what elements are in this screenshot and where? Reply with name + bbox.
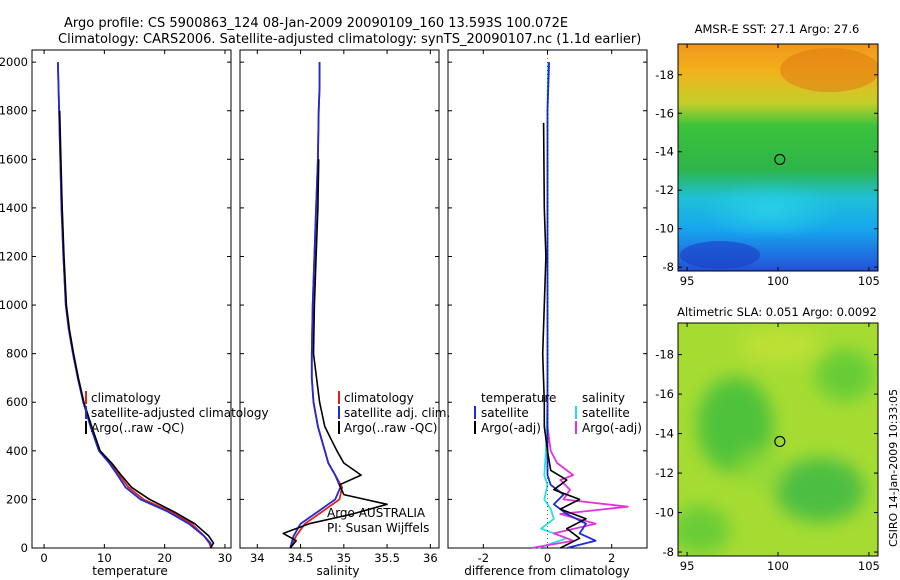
annotation-argo-australia: Argo AUSTRALIA bbox=[327, 506, 426, 520]
sla-map: 95 100 105 -8 -10 -12 -14 -16 -18 bbox=[655, 322, 880, 573]
y-tick-label: 1000 bbox=[0, 298, 28, 312]
y-tick-label: -16 bbox=[655, 387, 674, 401]
y-tick-label: -8 bbox=[663, 260, 674, 274]
y-tick-label: -16 bbox=[655, 106, 674, 120]
series-line-black bbox=[541, 122, 587, 549]
x-tick-label: 0 bbox=[544, 551, 551, 565]
sst-map-title: AMSR-E SST: 27.1 Argo: 27.6 bbox=[695, 22, 860, 36]
y-tick-label: -14 bbox=[655, 427, 674, 441]
y-tick-label: 800 bbox=[6, 347, 28, 361]
x-tick-label: 95 bbox=[680, 274, 695, 288]
y-tick-label: -18 bbox=[655, 348, 674, 362]
y-tick-label: 1400 bbox=[0, 201, 28, 215]
legend-entry-climatology: climatology bbox=[344, 391, 414, 405]
x-tick-label: 30 bbox=[218, 551, 233, 565]
y-tick-label: 600 bbox=[6, 395, 28, 409]
temperature-legend: climatology satellite-adjusted climatolo… bbox=[85, 391, 269, 435]
y-tick-label: 1800 bbox=[0, 104, 28, 118]
difference-axis-label: difference from climatology bbox=[464, 564, 630, 578]
series-line-blue bbox=[546, 62, 597, 549]
x-tick-label: 95 bbox=[680, 559, 695, 573]
sst-deep-cool-patch bbox=[680, 241, 760, 269]
x-tick-label: 100 bbox=[767, 559, 789, 573]
difference-panel: -2 0 2 bbox=[447, 49, 648, 565]
y-tick-label: 200 bbox=[6, 492, 28, 506]
legend-entry-temp-satellite: satellite bbox=[481, 406, 529, 420]
sst-warm-patch bbox=[780, 48, 878, 92]
side-timestamp-label: CSIRO 14-Jan-2009 10:33:05 bbox=[887, 389, 900, 547]
legend-entry-climatology: climatology bbox=[91, 391, 161, 405]
y-tick-label: -12 bbox=[655, 466, 674, 480]
legend-title-salinity: salinity bbox=[582, 391, 625, 405]
y-tick-label: -18 bbox=[655, 68, 674, 82]
temperature-axis-label: temperature bbox=[92, 564, 167, 578]
x-tick-label: 35 bbox=[337, 551, 352, 565]
sst-map: 95 100 105 -8 -10 -12 -14 -16 -18 bbox=[655, 43, 880, 288]
y-tick-label: 1200 bbox=[0, 249, 28, 263]
legend-entry-sal-argo: Argo(-adj) bbox=[582, 421, 642, 435]
y-tick-label: -10 bbox=[655, 506, 674, 520]
y-tick-label: 400 bbox=[6, 444, 28, 458]
argo-position-marker bbox=[774, 435, 786, 448]
y-tick-label: 2000 bbox=[0, 55, 28, 69]
series-line-black bbox=[282, 159, 388, 549]
y-tick-label: -10 bbox=[655, 222, 674, 236]
series-line-blue bbox=[289, 62, 342, 549]
x-tick-label: 0 bbox=[40, 551, 47, 565]
y-tick-label: 0 bbox=[21, 541, 28, 555]
header-line-2: Climatology: CARS2006. Satellite-adjuste… bbox=[58, 32, 641, 47]
x-tick-label: 20 bbox=[157, 551, 172, 565]
legend-entry-sal-satellite: satellite bbox=[582, 406, 630, 420]
sst-cool-patch bbox=[700, 180, 840, 240]
x-tick-label: 35.5 bbox=[374, 551, 400, 565]
x-tick-label: 36 bbox=[423, 551, 438, 565]
x-tick-label: 34 bbox=[250, 551, 265, 565]
legend-entry-satellite-adj: satellite adj. clim. bbox=[344, 406, 450, 420]
argo-position-marker bbox=[774, 153, 786, 165]
y-tick-label: 1600 bbox=[0, 152, 28, 166]
header-line-1: Argo profile: CS 5900863_124 08-Jan-2009… bbox=[64, 16, 568, 31]
difference-legend: temperature satellite Argo(-adj) salinit… bbox=[474, 391, 642, 435]
legend-entry-temp-argo: Argo(-adj) bbox=[481, 421, 541, 435]
series-line-black bbox=[58, 110, 215, 549]
legend-entry-argo: Argo(..raw -QC) bbox=[344, 421, 437, 435]
x-tick-label: 2 bbox=[608, 551, 615, 565]
salinity-axis-label: salinity bbox=[316, 564, 359, 578]
legend-entry-argo: Argo(..raw -QC) bbox=[91, 421, 184, 435]
salinity-panel: 34 34.5 35 35.5 36 bbox=[239, 49, 440, 565]
sla-map-title: Altimetric SLA: 0.051 Argo: 0.0092 bbox=[677, 305, 877, 319]
x-tick-label: 10 bbox=[97, 551, 112, 565]
y-tick-label: -12 bbox=[655, 183, 674, 197]
y-tick-label: -8 bbox=[663, 545, 674, 559]
legend-entry-satellite-adjusted: satellite-adjusted climatology bbox=[91, 406, 269, 420]
temperature-panel: 0 10 20 30 0 200 400 600 800 1000 1200 1400 1600 1800… bbox=[0, 49, 233, 565]
salinity-legend: climatology satellite adj. clim. Argo(..… bbox=[327, 391, 450, 535]
x-tick-label: 34.5 bbox=[288, 551, 314, 565]
annotation-pi: PI: Susan Wijffels bbox=[327, 521, 429, 535]
legend-title-temperature: temperature bbox=[481, 391, 556, 405]
x-tick-label: 100 bbox=[767, 274, 789, 288]
x-tick-label: 105 bbox=[858, 274, 880, 288]
x-tick-label: -2 bbox=[478, 551, 489, 565]
x-tick-label: 105 bbox=[858, 559, 880, 573]
y-tick-label: -14 bbox=[655, 145, 674, 159]
